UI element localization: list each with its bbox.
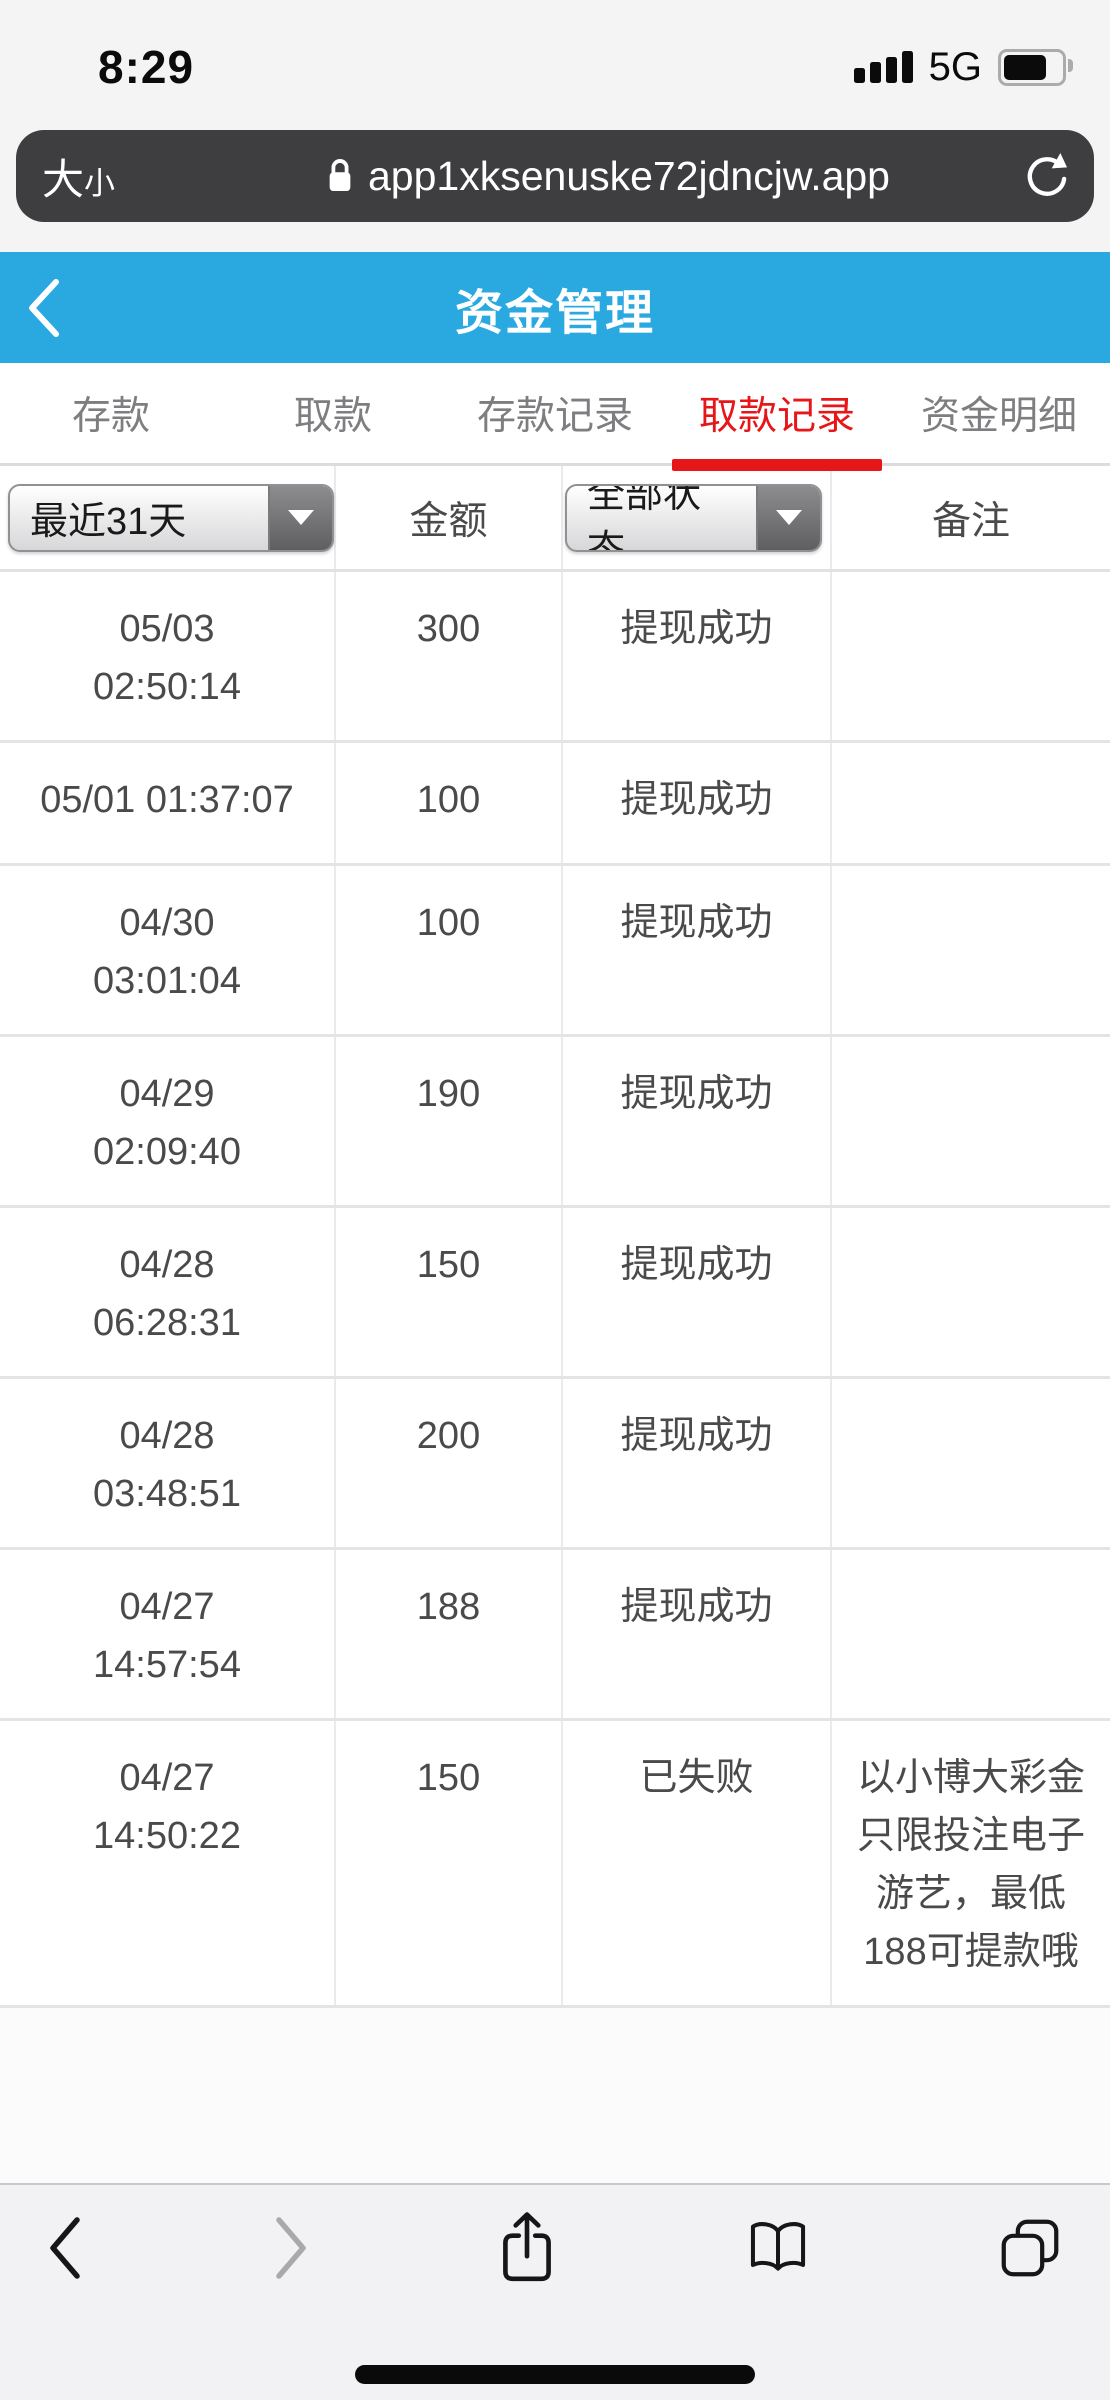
tab-funds-detail[interactable]: 资金明细 [920, 395, 1077, 438]
tabs-button[interactable] [1000, 2218, 1060, 2278]
filter-col-amount: 金额 [336, 466, 563, 569]
address-bar-row: 大 小 app1xksenuske72jdncjw.app [0, 120, 1110, 252]
table-row: 05/03 02:50:14 300 提现成功 [0, 572, 1110, 743]
cell-date: 04/27 14:57:54 [0, 1550, 336, 1718]
cell-date: 04/28 06:28:31 [0, 1208, 336, 1376]
cell-date: 05/03 02:50:14 [0, 572, 336, 740]
cell-amount: 150 [336, 1208, 563, 1376]
tab-deposit-records[interactable]: 存款记录 [476, 395, 633, 438]
battery-nub [1068, 58, 1073, 72]
cell-amount: 188 [336, 1550, 563, 1718]
chevron-down-icon [756, 485, 820, 550]
cell-remark [832, 1550, 1110, 1718]
cell-remark [832, 1208, 1110, 1376]
cell-amount: 200 [336, 1379, 563, 1547]
reload-button[interactable] [1012, 152, 1068, 200]
cell-status: 提现成功 [563, 1379, 832, 1547]
table-row: 04/27 14:50:22 150 已失败 以小博大彩金 只限投注电子 游艺，最低… [0, 1721, 1110, 2008]
cell-status: 提现成功 [563, 1208, 832, 1376]
cell-date: 05/01 01:37:07 [0, 743, 336, 863]
back-button[interactable] [26, 252, 106, 363]
tab-bar: 存款 取款 存款记录 取款记录 资金明细 [0, 363, 1110, 471]
status-bar: 8:29 5G [0, 0, 1110, 120]
status-select[interactable]: 全部状态 [565, 483, 822, 552]
cell-remark [832, 743, 1110, 863]
table-row: 04/28 03:48:51 200 提现成功 [0, 1379, 1110, 1550]
filter-col-date: 最近31天 [0, 466, 336, 569]
share-button[interactable] [498, 2211, 556, 2285]
battery-icon [998, 48, 1073, 86]
cell-amount: 100 [336, 866, 563, 1034]
table-row: 04/27 14:57:54 188 提现成功 [0, 1550, 1110, 1721]
battery-level [1004, 54, 1046, 80]
tab-withdrawal-records[interactable]: 取款记录 [666, 363, 888, 471]
reload-icon [1027, 153, 1068, 196]
cell-status: 提现成功 [563, 1037, 832, 1205]
share-icon [503, 2212, 551, 2282]
filter-row: 最近31天 金额 全部状态 备注 [0, 466, 1110, 572]
status-select-value: 全部状态 [587, 483, 702, 552]
cell-status: 提现成功 [563, 572, 832, 740]
clock: 8:29 [98, 41, 195, 93]
status-icons: 5G [853, 44, 1076, 90]
url-display: app1xksenuske72jdncjw.app [202, 153, 1012, 200]
cell-amount: 300 [336, 572, 563, 740]
tabs-icon [1001, 2219, 1059, 2277]
filter-col-status: 全部状态 [563, 466, 832, 569]
back-chevron-icon [29, 278, 59, 337]
text-size-small-label: 小 [84, 165, 116, 201]
lock-icon [329, 159, 351, 192]
tab-deposit[interactable]: 存款 [71, 395, 150, 438]
withdrawal-records-table: 05/03 02:50:14 300 提现成功 05/01 01:37:07 10… [0, 572, 1110, 2008]
cell-status: 已失败 [563, 1721, 832, 2005]
browser-chrome: 8:29 5G 大 小 [0, 0, 1110, 252]
date-range-select[interactable]: 最近31天 [8, 483, 334, 552]
toolbar-buttons [0, 2185, 1110, 2285]
address-bar[interactable]: 大 小 app1xksenuske72jdncjw.app [16, 130, 1094, 222]
url-text: app1xksenuske72jdncjw.app [368, 152, 890, 199]
table-row: 05/01 01:37:07 100 提现成功 [0, 743, 1110, 866]
browser-toolbar [0, 2183, 1110, 2400]
table-row: 04/30 03:01:04 100 提现成功 [0, 866, 1110, 1037]
cell-remark [832, 866, 1110, 1034]
column-header-amount: 金额 [409, 499, 488, 543]
cell-remark [832, 1379, 1110, 1547]
cell-remark [832, 572, 1110, 740]
filter-col-remark: 备注 [832, 466, 1110, 569]
home-indicator[interactable] [355, 2365, 755, 2384]
history-forward-button[interactable] [272, 2215, 310, 2281]
cell-status: 提现成功 [563, 1550, 832, 1718]
chevron-down-icon [268, 485, 332, 550]
tab-withdraw[interactable]: 取款 [293, 395, 372, 438]
network-type-label: 5G [928, 44, 982, 89]
cell-date: 04/27 14:50:22 [0, 1721, 336, 2005]
column-header-remark: 备注 [931, 499, 1010, 543]
page-title: 资金管理 [454, 286, 655, 340]
app-header: 资金管理 [0, 252, 1110, 363]
back-icon [50, 2217, 80, 2279]
cell-amount: 150 [336, 1721, 563, 2005]
bookmarks-button[interactable] [744, 2219, 812, 2277]
forward-icon [276, 2217, 306, 2279]
history-back-button[interactable] [46, 2215, 84, 2281]
table-row: 04/29 02:09:40 190 提现成功 [0, 1037, 1110, 1208]
cell-amount: 190 [336, 1037, 563, 1205]
cell-amount: 100 [336, 743, 563, 863]
text-size-button[interactable]: 大 小 [42, 146, 202, 207]
date-range-value: 最近31天 [30, 501, 187, 543]
cell-remark: 以小博大彩金 只限投注电子 游艺，最低 188可提款哦 [856, 1757, 1085, 1973]
cell-date: 04/28 03:48:51 [0, 1379, 336, 1547]
cell-date: 04/29 02:09:40 [0, 1037, 336, 1205]
cell-status: 提现成功 [563, 743, 832, 863]
cell-remark [832, 1037, 1110, 1205]
table-row: 04/28 06:28:31 150 提现成功 [0, 1208, 1110, 1379]
cell-status: 提现成功 [563, 866, 832, 1034]
signal-strength-icon [853, 51, 913, 83]
bookmarks-icon [750, 2222, 806, 2271]
text-size-large-label: 大 [42, 155, 85, 203]
cell-date: 04/30 03:01:04 [0, 866, 336, 1034]
